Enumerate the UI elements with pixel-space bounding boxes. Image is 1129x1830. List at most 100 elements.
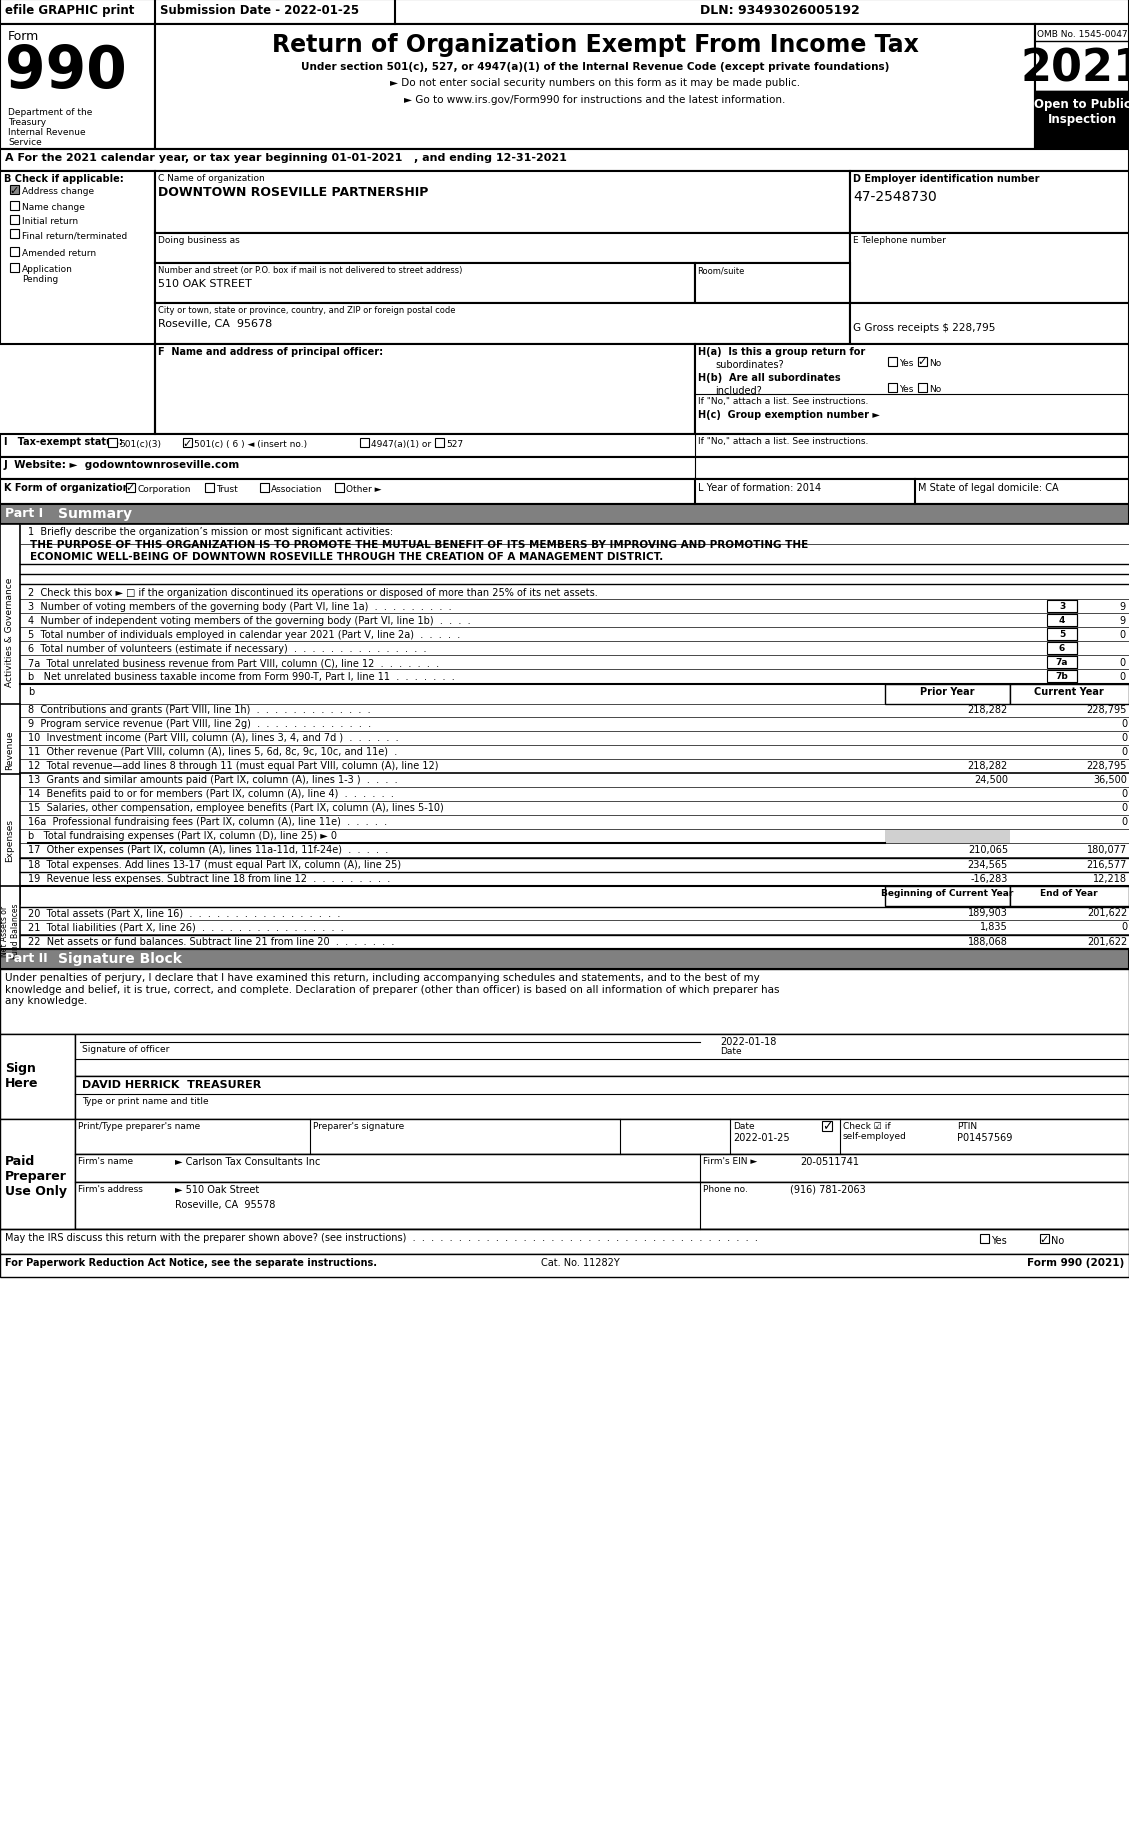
Text: Number and street (or P.O. box if mail is not delivered to street address): Number and street (or P.O. box if mail i… [158,265,463,274]
Bar [108,439,117,448]
Bar [10,264,19,273]
Text: 990: 990 [5,42,126,101]
Text: 501(c)(3): 501(c)(3) [119,439,161,448]
Bar [183,439,192,448]
Text: 2021: 2021 [1019,48,1129,90]
Text: Under penalties of perjury, I declare that I have examined this return, includin: Under penalties of perjury, I declare th… [5,972,779,1006]
Bar [0,0,1129,26]
Text: F  Name and address of principal officer:: F Name and address of principal officer: [158,348,383,357]
Text: 189,903: 189,903 [969,908,1008,917]
Text: C Name of organization: C Name of organization [158,174,264,183]
Bar [20,525,1129,545]
Text: Service: Service [8,137,42,146]
Text: Yes: Yes [899,384,913,393]
Text: 20  Total assets (Part X, line 16)  .  .  .  .  .  .  .  .  .  .  .  .  .  .  . : 20 Total assets (Part X, line 16) . . . … [28,908,340,917]
Text: self-employed: self-employed [843,1131,907,1140]
Text: 1,835: 1,835 [980,922,1008,931]
Text: Part II: Part II [5,952,47,964]
Text: 216,577: 216,577 [1086,860,1127,869]
Bar [0,705,20,794]
Bar [885,831,1010,844]
Text: 11  Other revenue (Part VIII, column (A), lines 5, 6d, 8c, 9c, 10c, and 11e)  .: 11 Other revenue (Part VIII, column (A),… [28,747,397,756]
Bar [1047,600,1077,613]
Text: 0: 0 [1121,922,1127,931]
Text: Form 990 (2021): Form 990 (2021) [1026,1257,1124,1268]
Text: No: No [1051,1235,1065,1246]
Bar [360,439,369,448]
Text: Form: Form [8,29,40,42]
Bar [205,483,215,492]
Text: 2022-01-18: 2022-01-18 [720,1036,777,1047]
Text: 7a  Total unrelated business revenue from Part VIII, column (C), line 12  .  .  : 7a Total unrelated business revenue from… [28,657,439,668]
Text: 4947(a)(1) or: 4947(a)(1) or [371,439,431,448]
Text: Open to Public
Inspection: Open to Public Inspection [1033,99,1129,126]
Bar [1047,642,1077,655]
Text: Firm's name: Firm's name [78,1157,133,1166]
Text: 234,565: 234,565 [968,860,1008,869]
Text: 0: 0 [1121,816,1127,827]
Text: Corporation: Corporation [137,485,191,494]
Bar [0,26,155,150]
Text: Signature Block: Signature Block [58,952,182,966]
Text: ✓: ✓ [822,1120,832,1133]
Text: M State of legal domicile: CA: M State of legal domicile: CA [918,483,1059,492]
Text: 0: 0 [1121,803,1127,813]
Text: Paid
Preparer
Use Only: Paid Preparer Use Only [5,1155,67,1197]
Bar [10,231,19,240]
Bar [885,684,1010,705]
Bar [822,1122,832,1131]
Bar [75,1076,1129,1120]
Text: ✓: ✓ [183,437,192,448]
Bar [1047,630,1077,640]
Bar [335,483,344,492]
Text: K Form of organization:: K Form of organization: [5,483,133,492]
Bar [155,304,850,344]
Text: D Employer identification number: D Employer identification number [854,174,1040,183]
Text: Expenses: Expenses [6,818,15,862]
Text: 501(c) ( 6 ) ◄ (insert no.): 501(c) ( 6 ) ◄ (insert no.) [194,439,307,448]
Text: ► Carlson Tax Consultants Inc: ► Carlson Tax Consultants Inc [175,1157,321,1166]
Text: 1  Briefly describe the organization’s mission or most significant activities:: 1 Briefly describe the organization’s mi… [28,527,393,536]
Text: 0: 0 [1121,719,1127,728]
Text: City or town, state or province, country, and ZIP or foreign postal code: City or town, state or province, country… [158,306,455,315]
Text: 12,218: 12,218 [1093,873,1127,884]
Bar [75,1182,1129,1230]
Bar [0,886,20,974]
Bar [918,384,927,393]
Text: Date: Date [720,1047,742,1056]
Text: B Check if applicable:: B Check if applicable: [5,174,124,183]
Text: 0: 0 [1121,789,1127,798]
Text: 4: 4 [1059,615,1065,624]
Bar [0,505,1129,525]
Text: b   Net unrelated business taxable income from Form 990-T, Part I, line 11  .  .: b Net unrelated business taxable income … [28,672,455,681]
Text: H(a)  Is this a group return for: H(a) Is this a group return for [698,348,865,357]
Text: No: No [929,384,942,393]
Bar [10,201,19,210]
Text: 8  Contributions and grants (Part VIII, line 1h)  .  .  .  .  .  .  .  .  .  .  : 8 Contributions and grants (Part VIII, l… [28,705,370,714]
Text: ✓: ✓ [125,483,135,494]
Text: Part I: Part I [5,507,43,520]
Text: End of Year: End of Year [1040,889,1097,897]
Text: Type or print name and title: Type or print name and title [82,1096,209,1105]
Text: Beginning of Current Year: Beginning of Current Year [881,889,1013,897]
Bar [850,304,1129,344]
Text: 201,622: 201,622 [1087,937,1127,946]
Text: b   Total fundraising expenses (Part IX, column (D), line 25) ► 0: b Total fundraising expenses (Part IX, c… [28,831,336,840]
Bar [980,1233,989,1243]
Text: DOWNTOWN ROSEVILLE PARTNERSHIP: DOWNTOWN ROSEVILLE PARTNERSHIP [158,187,428,199]
Text: Initial return: Initial return [21,218,78,225]
Text: Name change: Name change [21,203,85,212]
Bar [1010,886,1129,906]
Text: 180,077: 180,077 [1087,844,1127,855]
Text: Date: Date [733,1122,754,1131]
Text: 16a  Professional fundraising fees (Part IX, column (A), line 11e)  .  .  .  .  : 16a Professional fundraising fees (Part … [28,816,387,827]
Text: Cat. No. 11282Y: Cat. No. 11282Y [541,1257,620,1268]
Text: Amended return: Amended return [21,249,96,258]
Text: 15  Salaries, other compensation, employee benefits (Part IX, column (A), lines : 15 Salaries, other compensation, employe… [28,803,444,813]
Text: DAVID HERRICK  TREASURER: DAVID HERRICK TREASURER [82,1080,261,1089]
Text: 21  Total liabilities (Part X, line 26)  .  .  .  .  .  .  .  .  .  .  .  .  .  : 21 Total liabilities (Part X, line 26) .… [28,922,343,931]
Text: 527: 527 [446,439,463,448]
Text: Summary: Summary [58,507,132,522]
Text: Return of Organization Exempt From Income Tax: Return of Organization Exempt From Incom… [272,33,918,57]
Bar [0,479,1129,505]
